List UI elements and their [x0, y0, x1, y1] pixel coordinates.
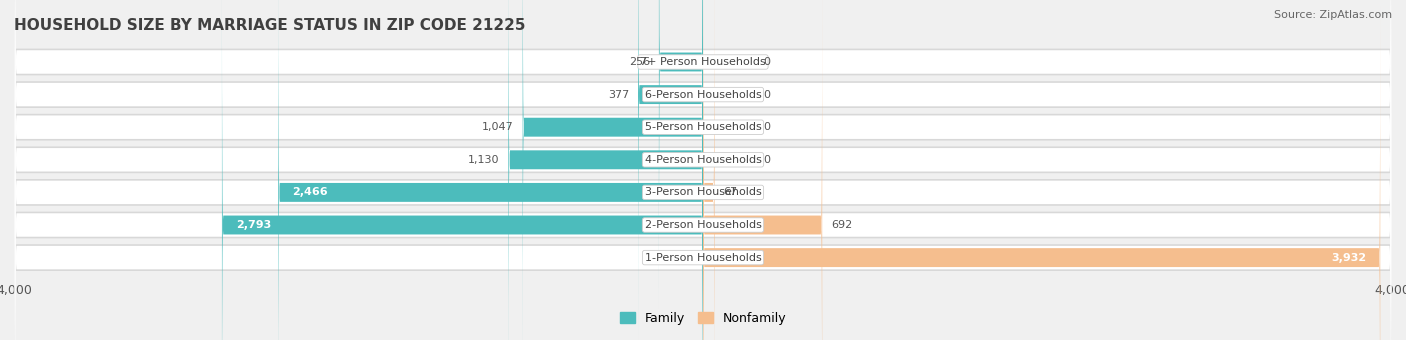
Text: 7+ Person Households: 7+ Person Households [640, 57, 766, 67]
FancyBboxPatch shape [14, 0, 1392, 340]
FancyBboxPatch shape [14, 0, 1392, 340]
Text: 692: 692 [831, 220, 852, 230]
Text: 2-Person Households: 2-Person Households [644, 220, 762, 230]
Text: 4-Person Households: 4-Person Households [644, 155, 762, 165]
Text: 6-Person Households: 6-Person Households [644, 90, 762, 100]
FancyBboxPatch shape [659, 0, 703, 313]
FancyBboxPatch shape [14, 0, 1392, 340]
FancyBboxPatch shape [14, 0, 1392, 340]
Text: 2,466: 2,466 [292, 187, 328, 198]
FancyBboxPatch shape [14, 0, 1392, 340]
FancyBboxPatch shape [278, 0, 703, 340]
Text: Source: ZipAtlas.com: Source: ZipAtlas.com [1274, 10, 1392, 20]
FancyBboxPatch shape [14, 0, 1392, 340]
FancyBboxPatch shape [703, 0, 714, 340]
FancyBboxPatch shape [14, 0, 1392, 340]
FancyBboxPatch shape [509, 0, 703, 340]
Text: 0: 0 [763, 155, 770, 165]
Text: 3-Person Households: 3-Person Households [644, 187, 762, 198]
FancyBboxPatch shape [14, 0, 1392, 340]
Text: 377: 377 [609, 90, 630, 100]
Text: 0: 0 [763, 122, 770, 132]
FancyBboxPatch shape [703, 0, 823, 340]
Legend: Family, Nonfamily: Family, Nonfamily [620, 312, 786, 325]
FancyBboxPatch shape [523, 0, 703, 340]
Text: 1,047: 1,047 [482, 122, 515, 132]
Text: 67: 67 [723, 187, 737, 198]
FancyBboxPatch shape [14, 0, 1392, 340]
Text: 1-Person Households: 1-Person Households [644, 253, 762, 262]
FancyBboxPatch shape [14, 0, 1392, 340]
FancyBboxPatch shape [638, 0, 703, 340]
Text: 2,793: 2,793 [236, 220, 271, 230]
Text: 0: 0 [763, 57, 770, 67]
Text: HOUSEHOLD SIZE BY MARRIAGE STATUS IN ZIP CODE 21225: HOUSEHOLD SIZE BY MARRIAGE STATUS IN ZIP… [14, 18, 526, 33]
FancyBboxPatch shape [703, 6, 1381, 340]
Text: 256: 256 [628, 57, 651, 67]
FancyBboxPatch shape [14, 0, 1392, 340]
FancyBboxPatch shape [222, 0, 703, 340]
FancyBboxPatch shape [14, 0, 1392, 340]
Text: 1,130: 1,130 [468, 155, 499, 165]
FancyBboxPatch shape [14, 0, 1392, 340]
FancyBboxPatch shape [14, 0, 1392, 340]
Text: 3,932: 3,932 [1331, 253, 1367, 262]
Text: 5-Person Households: 5-Person Households [644, 122, 762, 132]
Text: 0: 0 [763, 90, 770, 100]
